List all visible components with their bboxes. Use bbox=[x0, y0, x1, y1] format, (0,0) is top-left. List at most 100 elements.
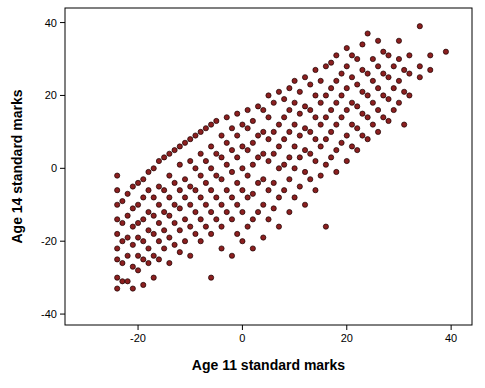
y-tick-label: -40 bbox=[41, 308, 57, 320]
point bbox=[391, 86, 396, 91]
point bbox=[297, 89, 302, 94]
point bbox=[130, 264, 135, 269]
point bbox=[130, 206, 135, 211]
point bbox=[396, 100, 401, 105]
point bbox=[386, 53, 391, 58]
point bbox=[235, 231, 240, 236]
point bbox=[276, 144, 281, 149]
point bbox=[334, 122, 339, 127]
point bbox=[266, 115, 271, 120]
point bbox=[172, 180, 177, 185]
point bbox=[365, 71, 370, 76]
y-tick-label: 0 bbox=[51, 162, 57, 174]
point bbox=[308, 129, 313, 134]
point bbox=[162, 209, 167, 214]
point bbox=[224, 115, 229, 120]
point bbox=[344, 158, 349, 163]
point bbox=[417, 64, 422, 69]
point bbox=[146, 228, 151, 233]
point bbox=[229, 253, 234, 258]
point bbox=[302, 202, 307, 207]
point bbox=[120, 199, 125, 204]
point bbox=[203, 224, 208, 229]
point bbox=[245, 107, 250, 112]
point bbox=[386, 75, 391, 80]
point bbox=[417, 24, 422, 29]
point bbox=[177, 162, 182, 167]
point bbox=[229, 217, 234, 222]
point bbox=[292, 195, 297, 200]
point bbox=[151, 231, 156, 236]
point bbox=[250, 118, 255, 123]
point bbox=[224, 209, 229, 214]
point bbox=[151, 195, 156, 200]
x-tick-label: -20 bbox=[130, 332, 146, 344]
point bbox=[125, 253, 130, 258]
point bbox=[182, 140, 187, 145]
point bbox=[282, 96, 287, 101]
point bbox=[115, 231, 120, 236]
point bbox=[115, 188, 120, 193]
point bbox=[365, 31, 370, 36]
point bbox=[135, 180, 140, 185]
point bbox=[365, 137, 370, 142]
point bbox=[407, 53, 412, 58]
point bbox=[141, 195, 146, 200]
point bbox=[266, 93, 271, 98]
point bbox=[255, 133, 260, 138]
point bbox=[130, 224, 135, 229]
point bbox=[313, 188, 318, 193]
point bbox=[318, 100, 323, 105]
point bbox=[172, 148, 177, 153]
point bbox=[318, 173, 323, 178]
x-tick-label: 0 bbox=[239, 332, 245, 344]
point bbox=[381, 93, 386, 98]
point bbox=[329, 155, 334, 160]
plot-frame bbox=[65, 8, 472, 325]
point bbox=[355, 56, 360, 61]
point bbox=[135, 202, 140, 207]
point bbox=[141, 177, 146, 182]
point bbox=[334, 78, 339, 83]
point bbox=[135, 268, 140, 273]
point bbox=[235, 202, 240, 207]
point bbox=[271, 129, 276, 134]
point bbox=[130, 184, 135, 189]
point bbox=[167, 195, 172, 200]
point bbox=[287, 107, 292, 112]
point bbox=[146, 188, 151, 193]
point bbox=[198, 129, 203, 134]
point bbox=[115, 286, 120, 291]
point bbox=[271, 100, 276, 105]
point bbox=[250, 191, 255, 196]
point bbox=[308, 107, 313, 112]
point bbox=[167, 213, 172, 218]
point bbox=[198, 151, 203, 156]
point bbox=[386, 96, 391, 101]
point bbox=[313, 115, 318, 120]
point bbox=[344, 107, 349, 112]
point bbox=[214, 217, 219, 222]
point bbox=[156, 158, 161, 163]
point bbox=[219, 224, 224, 229]
point bbox=[334, 169, 339, 174]
y-tick bbox=[60, 241, 65, 242]
point bbox=[245, 195, 250, 200]
point bbox=[120, 239, 125, 244]
chart-container: -2002040-40-2002040Age 11 standard marks… bbox=[0, 0, 485, 388]
point bbox=[375, 129, 380, 134]
point bbox=[250, 246, 255, 251]
point bbox=[417, 75, 422, 80]
point bbox=[360, 111, 365, 116]
point bbox=[188, 253, 193, 258]
point bbox=[182, 195, 187, 200]
point bbox=[250, 217, 255, 222]
point bbox=[219, 202, 224, 207]
point bbox=[120, 279, 125, 284]
point bbox=[323, 64, 328, 69]
point bbox=[323, 137, 328, 142]
point bbox=[177, 206, 182, 211]
point bbox=[428, 67, 433, 72]
point bbox=[219, 133, 224, 138]
point bbox=[344, 86, 349, 91]
